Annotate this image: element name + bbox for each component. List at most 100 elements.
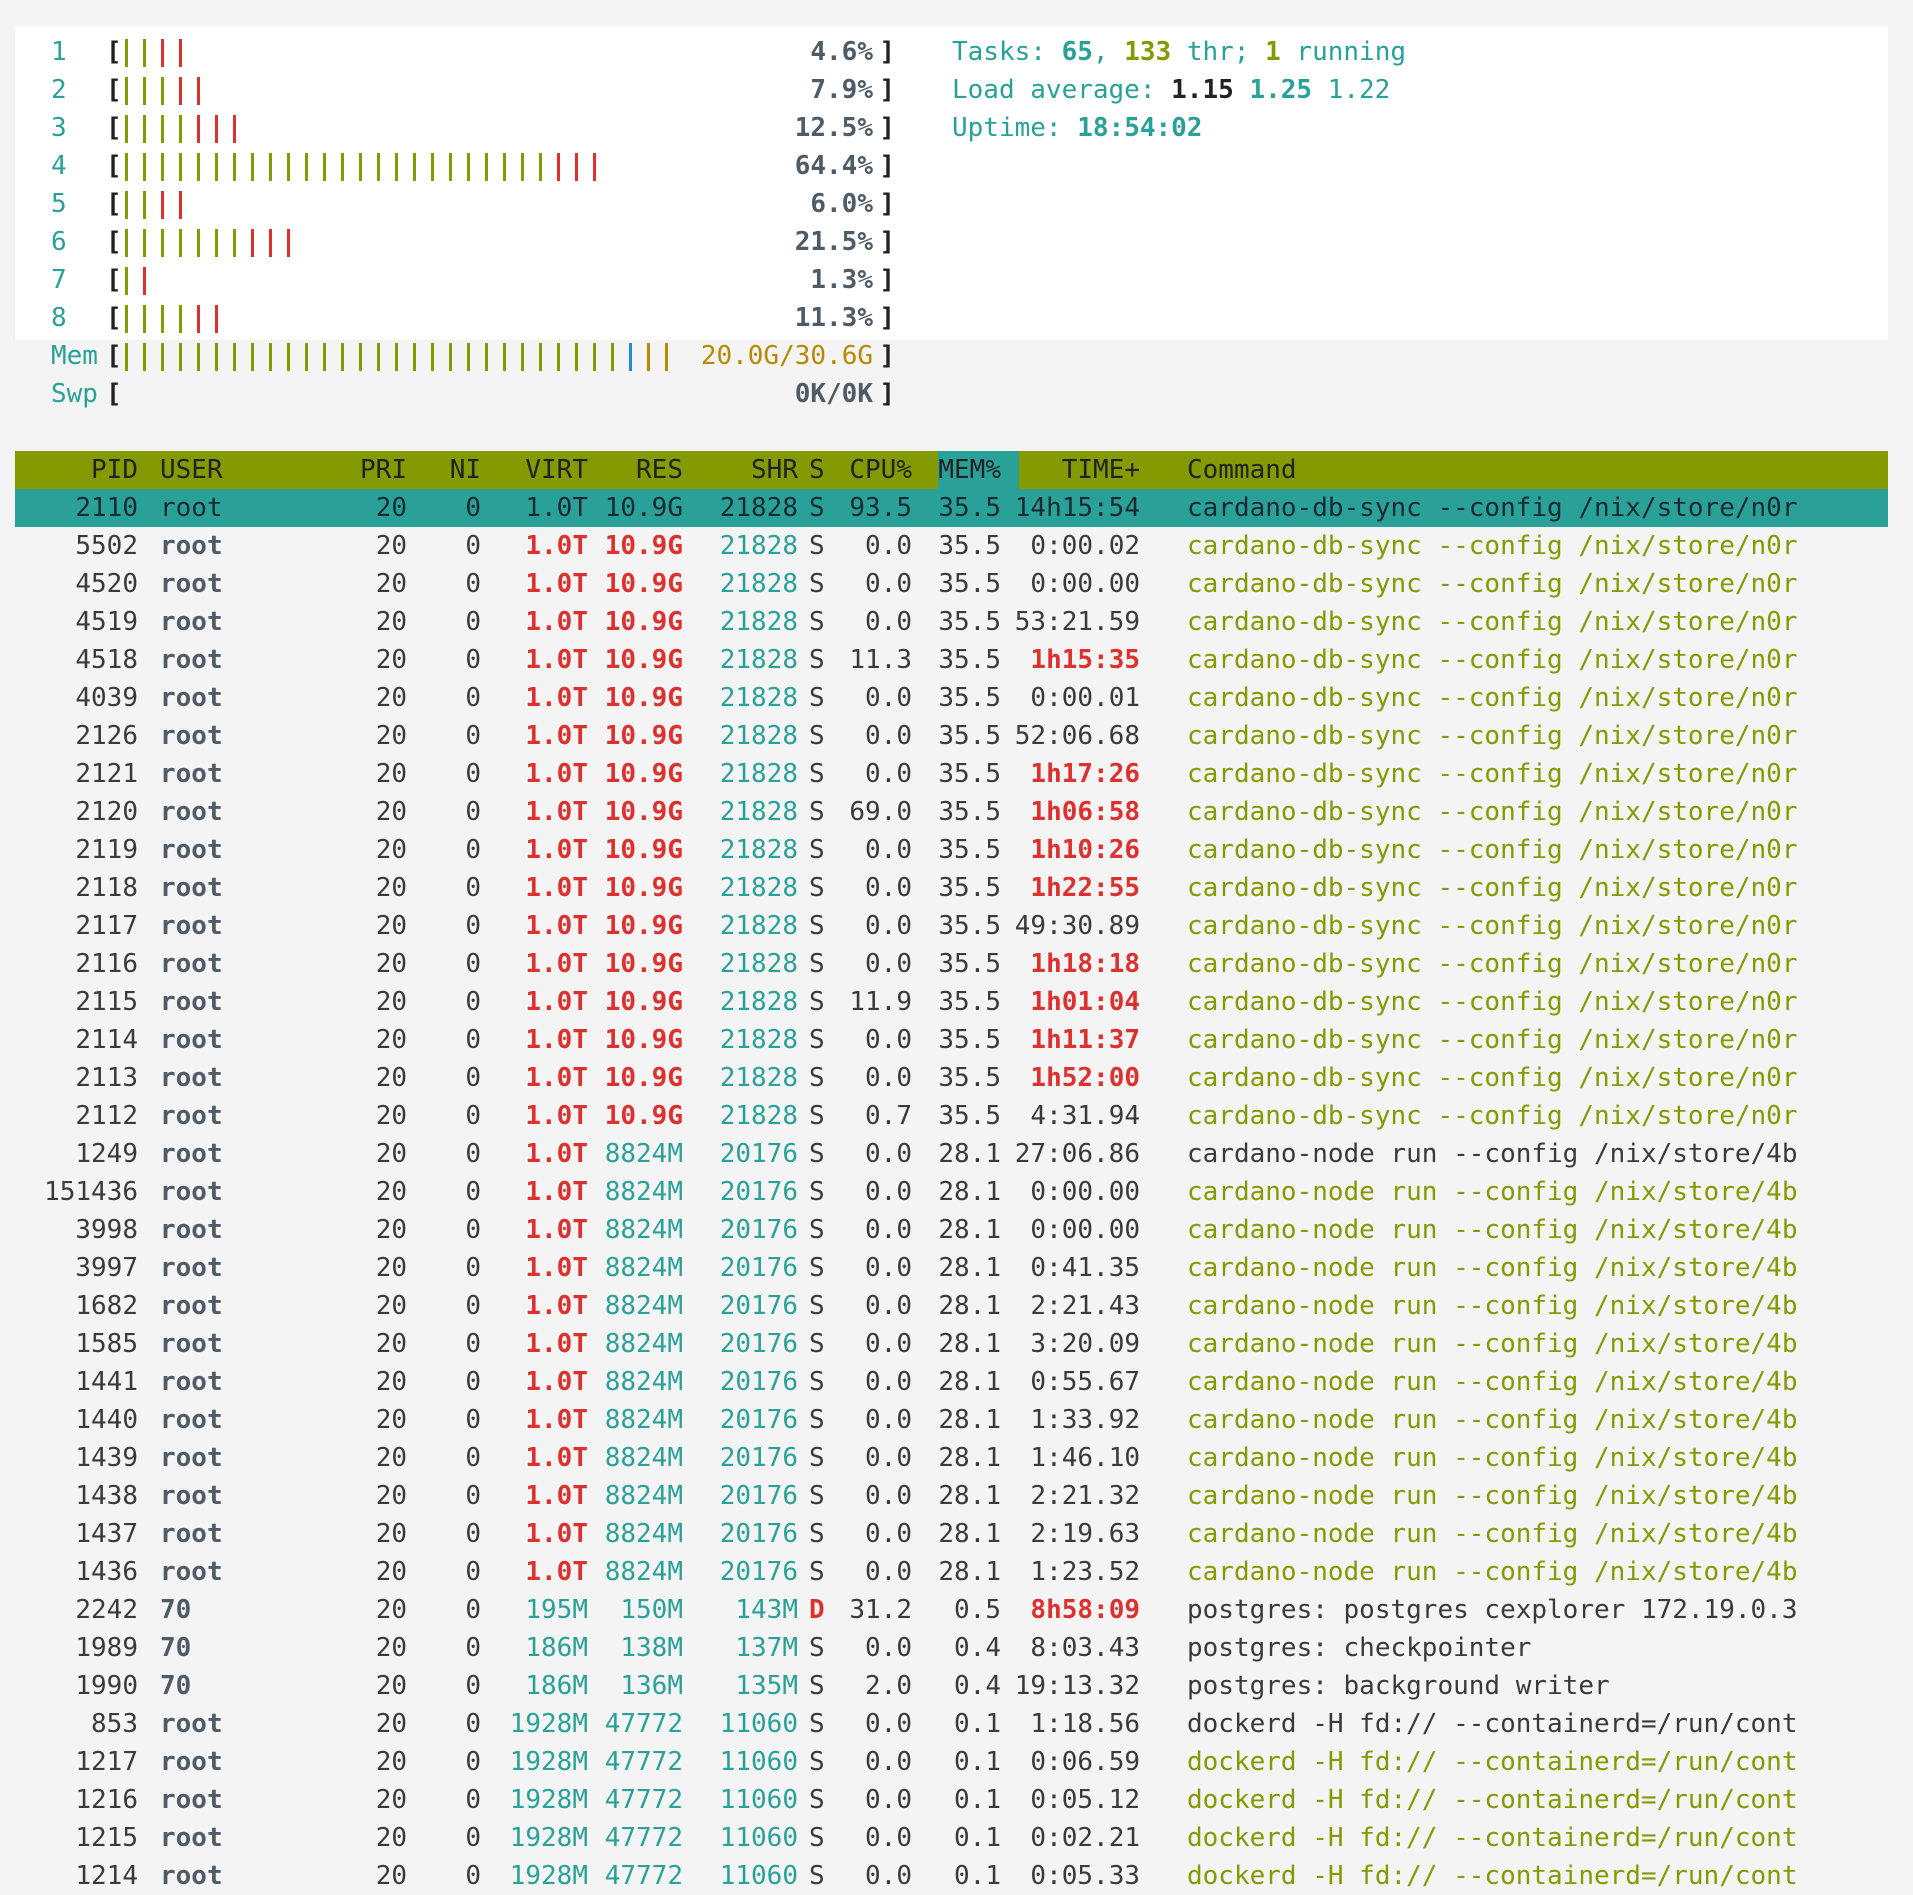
pid-cell: 4039 bbox=[75, 683, 138, 713]
pid-cell: 4519 bbox=[75, 607, 138, 637]
col-command[interactable]: Command bbox=[1187, 455, 1297, 485]
table-row[interactable]: 1216 root 20 0 1928M 47772 11060 S 0.0 0.1 0:05.12… bbox=[15, 1781, 1888, 1819]
nice-cell: 0 bbox=[465, 1519, 481, 1549]
col-shr[interactable]: SHR bbox=[751, 455, 798, 485]
table-row[interactable]: 2115 root 20 0 1.0T 10.9G 21828 S 11.9 35.5 1h01:0… bbox=[15, 983, 1888, 1021]
table-row[interactable]: 2116 root 20 0 1.0T 10.9G 21828 S 0.0 35.5 1h18:18… bbox=[15, 945, 1888, 983]
mem-cell: 35.5 bbox=[938, 949, 1001, 979]
meter-bar bbox=[539, 153, 542, 181]
user-cell: 70 bbox=[160, 1633, 192, 1663]
cpu-cell: 0.0 bbox=[865, 1557, 912, 1587]
table-row[interactable]: 1249 root 20 0 1.0T 8824M 20176 S 0.0 28.1 27:06.8… bbox=[15, 1135, 1888, 1173]
table-row[interactable]: 2114 root 20 0 1.0T 10.9G 21828 S 0.0 35.5 1h11:37… bbox=[15, 1021, 1888, 1059]
col-user[interactable]: USER bbox=[160, 455, 223, 485]
table-row[interactable]: 151436 root 20 0 1.0T 8824M 20176 S 0.0 28.1 0:00.… bbox=[15, 1173, 1888, 1211]
pid-cell: 1585 bbox=[75, 1329, 138, 1359]
nice-cell: 0 bbox=[465, 493, 481, 523]
table-row[interactable]: 2242 70 20 0 195M 150M 143M D 31.2 0.5 8h58:09 post… bbox=[15, 1591, 1888, 1629]
col-virt[interactable]: VIRT bbox=[525, 455, 588, 485]
priority-cell: 20 bbox=[375, 759, 407, 789]
table-row[interactable]: 1990 70 20 0 186M 136M 135M S 2.0 0.4 19:13.32 post… bbox=[15, 1667, 1888, 1705]
virt-cell: 1928M bbox=[509, 1785, 588, 1815]
user-cell: root bbox=[160, 1177, 223, 1207]
time-cell: 53:21.59 bbox=[1014, 607, 1140, 637]
state-cell: S bbox=[809, 1709, 825, 1739]
table-row[interactable]: 1217 root 20 0 1928M 47772 11060 S 0.0 0.1 0:06.59… bbox=[15, 1743, 1888, 1781]
table-row[interactable]: 2126 root 20 0 1.0T 10.9G 21828 S 0.0 35.5 52:06.6… bbox=[15, 717, 1888, 755]
meter-bar bbox=[359, 153, 362, 181]
table-row[interactable]: 1440 root 20 0 1.0T 8824M 20176 S 0.0 28.1 1:33.92… bbox=[15, 1401, 1888, 1439]
state-cell: S bbox=[809, 949, 825, 979]
table-row[interactable]: 2118 root 20 0 1.0T 10.9G 21828 S 0.0 35.5 1h22:55… bbox=[15, 869, 1888, 907]
priority-cell: 20 bbox=[375, 1557, 407, 1587]
table-row[interactable]: 1438 root 20 0 1.0T 8824M 20176 S 0.0 28.1 2:21.32… bbox=[15, 1477, 1888, 1515]
virt-cell: 1.0T bbox=[525, 683, 588, 713]
priority-cell: 20 bbox=[375, 493, 407, 523]
table-row[interactable]: 1437 root 20 0 1.0T 8824M 20176 S 0.0 28.1 2:19.63… bbox=[15, 1515, 1888, 1553]
user-cell: root bbox=[160, 1063, 223, 1093]
table-row[interactable]: 1585 root 20 0 1.0T 8824M 20176 S 0.0 28.1 3:20.09… bbox=[15, 1325, 1888, 1363]
pid-cell: 853 bbox=[91, 1709, 138, 1739]
table-row[interactable]: 1214 root 20 0 1928M 47772 11060 S 0.0 0.1 0:05.33… bbox=[15, 1857, 1888, 1895]
time-cell: 4:31.94 bbox=[1030, 1101, 1140, 1131]
table-row[interactable]: 1989 70 20 0 186M 138M 137M S 0.0 0.4 8:03.43 postg… bbox=[15, 1629, 1888, 1667]
col-pid[interactable]: PID bbox=[91, 455, 138, 485]
table-row[interactable]: 2119 root 20 0 1.0T 10.9G 21828 S 0.0 35.5 1h10:26… bbox=[15, 831, 1888, 869]
meter-bar bbox=[269, 229, 272, 257]
cpu-cell: 11.9 bbox=[849, 987, 912, 1017]
table-row[interactable]: 2112 root 20 0 1.0T 10.9G 21828 S 0.7 35.5 4:31.94… bbox=[15, 1097, 1888, 1135]
priority-cell: 20 bbox=[375, 949, 407, 979]
command-cell: cardano-db-sync --config /nix/store/n0r bbox=[1187, 797, 1798, 827]
table-row[interactable]: 2121 root 20 0 1.0T 10.9G 21828 S 0.0 35.5 1h17:26… bbox=[15, 755, 1888, 793]
table-row[interactable]: 1215 root 20 0 1928M 47772 11060 S 0.0 0.1 0:02.21… bbox=[15, 1819, 1888, 1857]
priority-cell: 20 bbox=[375, 1367, 407, 1397]
threads-count: 133 bbox=[1124, 37, 1172, 67]
user-cell: root bbox=[160, 1139, 223, 1169]
priority-cell: 20 bbox=[375, 1785, 407, 1815]
pid-cell: 2242 bbox=[75, 1595, 138, 1625]
time-cell: 2:21.32 bbox=[1030, 1481, 1140, 1511]
bracket-close: ] bbox=[879, 265, 895, 295]
table-row[interactable]: 4039 root 20 0 1.0T 10.9G 21828 S 0.0 35.5 0:00.01… bbox=[15, 679, 1888, 717]
table-row-selected[interactable]: 2110 root 20 0 1.0T 10.9G 21828 S 93.5 35.5 14h15:… bbox=[15, 489, 1888, 527]
col-cpu[interactable]: CPU% bbox=[849, 455, 912, 485]
cpu-cell: 2.0 bbox=[865, 1671, 912, 1701]
col-res[interactable]: RES bbox=[636, 455, 683, 485]
table-row[interactable]: 1682 root 20 0 1.0T 8824M 20176 S 0.0 28.1 2:21.43… bbox=[15, 1287, 1888, 1325]
table-row[interactable]: 2120 root 20 0 1.0T 10.9G 21828 S 69.0 35.5 1h06:5… bbox=[15, 793, 1888, 831]
user-cell: root bbox=[160, 797, 223, 827]
nice-cell: 0 bbox=[465, 797, 481, 827]
table-row[interactable]: 5502 root 20 0 1.0T 10.9G 21828 S 0.0 35.5 0:00.02… bbox=[15, 527, 1888, 565]
mem-cell: 35.5 bbox=[938, 721, 1001, 751]
table-row[interactable]: 3998 root 20 0 1.0T 8824M 20176 S 0.0 28.1 0:00.00… bbox=[15, 1211, 1888, 1249]
col-state[interactable]: S bbox=[809, 455, 825, 485]
table-row[interactable]: 853 root 20 0 1928M 47772 11060 S 0.0 0.1 1:18.56 d… bbox=[15, 1705, 1888, 1743]
col-time[interactable]: TIME+ bbox=[1061, 455, 1140, 485]
nice-cell: 0 bbox=[465, 1329, 481, 1359]
col-mem-sorted[interactable]: MEM% bbox=[938, 451, 1019, 489]
table-row[interactable]: 4518 root 20 0 1.0T 10.9G 21828 S 11.3 35.5 1h15:3… bbox=[15, 641, 1888, 679]
mem-cell: 35.5 bbox=[938, 987, 1001, 1017]
user-cell: root bbox=[160, 1519, 223, 1549]
priority-cell: 20 bbox=[375, 987, 407, 1017]
table-row[interactable]: 1441 root 20 0 1.0T 8824M 20176 S 0.0 28.1 0:55.67… bbox=[15, 1363, 1888, 1401]
pid-cell: 2121 bbox=[75, 759, 138, 789]
mem-cell: 35.5 bbox=[938, 911, 1001, 941]
table-row[interactable]: 1439 root 20 0 1.0T 8824M 20176 S 0.0 28.1 1:46.10… bbox=[15, 1439, 1888, 1477]
table-row[interactable]: 2117 root 20 0 1.0T 10.9G 21828 S 0.0 35.5 49:30.8… bbox=[15, 907, 1888, 945]
nice-cell: 0 bbox=[465, 1785, 481, 1815]
table-row[interactable]: 4519 root 20 0 1.0T 10.9G 21828 S 0.0 35.5 53:21.5… bbox=[15, 603, 1888, 641]
priority-cell: 20 bbox=[375, 1633, 407, 1663]
user-cell: root bbox=[160, 1367, 223, 1397]
table-row[interactable]: 2113 root 20 0 1.0T 10.9G 21828 S 0.0 35.5 1h52:00… bbox=[15, 1059, 1888, 1097]
shr-cell: 20176 bbox=[719, 1177, 798, 1207]
col-ni[interactable]: NI bbox=[449, 455, 481, 485]
nice-cell: 0 bbox=[465, 1367, 481, 1397]
table-row[interactable]: 3997 root 20 0 1.0T 8824M 20176 S 0.0 28.1 0:41.35… bbox=[15, 1249, 1888, 1287]
meter-bar bbox=[161, 153, 164, 181]
command-cell: cardano-node run --config /nix/store/4b bbox=[1187, 1443, 1798, 1473]
table-row[interactable]: 1436 root 20 0 1.0T 8824M 20176 S 0.0 28.1 1:23.52… bbox=[15, 1553, 1888, 1591]
col-pri[interactable]: PRI bbox=[360, 455, 407, 485]
table-row[interactable]: 4520 root 20 0 1.0T 10.9G 21828 S 0.0 35.5 0:00.00… bbox=[15, 565, 1888, 603]
command-cell: dockerd -H fd:// --containerd=/run/cont bbox=[1187, 1709, 1798, 1739]
